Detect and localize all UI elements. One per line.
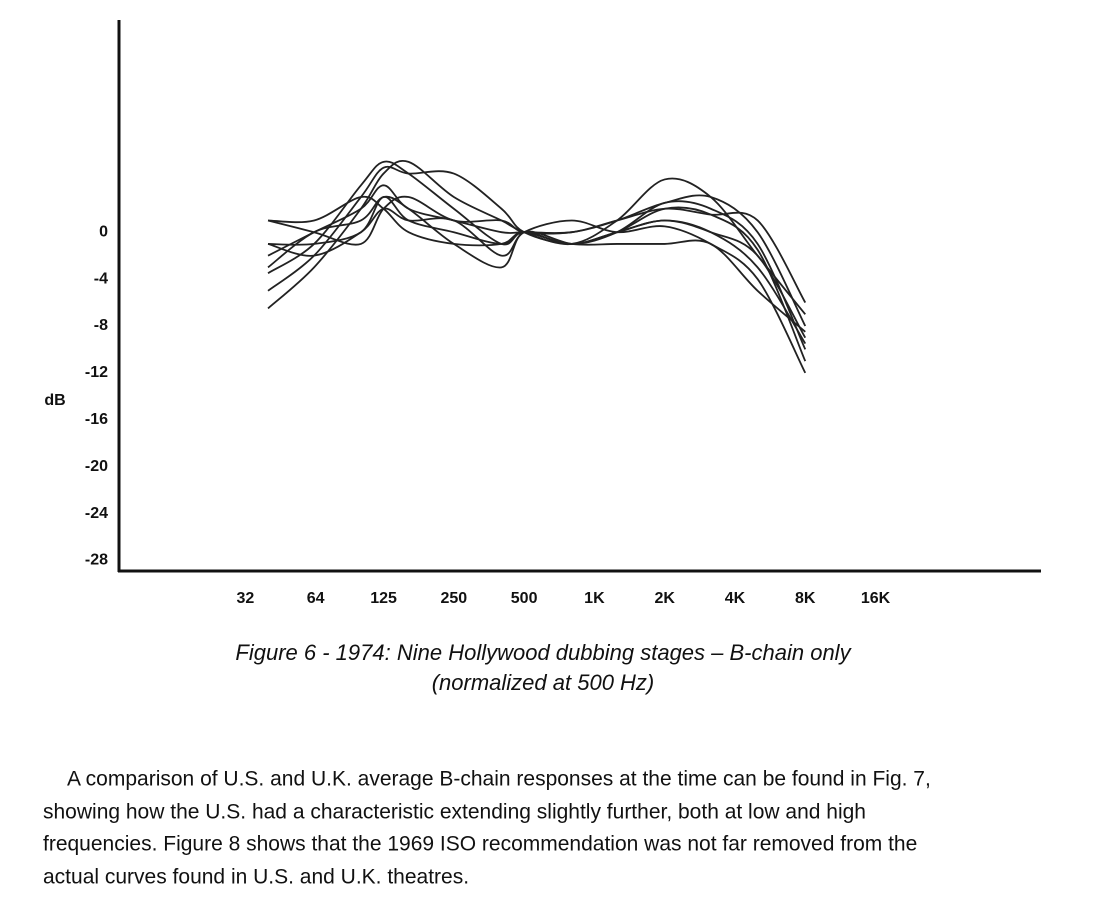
response-curve: [268, 195, 807, 345]
response-curve: [268, 196, 807, 339]
y-axis-label: dB: [44, 392, 65, 409]
x-tick-label: 1K: [584, 590, 605, 607]
x-tick-label: 32: [236, 590, 254, 607]
x-tick-label: 8K: [795, 590, 816, 607]
x-tick-label: 64: [307, 590, 325, 607]
x-tick-label: 4K: [725, 590, 746, 607]
x-tick-label: 2K: [654, 590, 675, 607]
x-tick-label: 250: [440, 590, 467, 607]
body-text: frequencies. Figure 8 shows that the 196…: [43, 833, 917, 856]
response-curve: [267, 165, 807, 362]
caption: (normalized at 500 Hz): [432, 670, 655, 695]
x-tick-label: 16K: [861, 590, 891, 607]
y-tick-label: -24: [85, 505, 108, 522]
y-tick-label: -4: [94, 270, 108, 287]
y-tick-label: -28: [85, 552, 108, 569]
response-curve: [267, 195, 807, 303]
y-tick-label: -16: [85, 411, 108, 428]
caption: Figure 6 - 1974: Nine Hollywood dubbing …: [235, 640, 852, 665]
body-text: A comparison of U.S. and U.K. average B-…: [67, 768, 931, 791]
response-curve: [267, 184, 807, 327]
x-tick-label: 500: [511, 590, 538, 607]
y-tick-label: -20: [85, 458, 108, 475]
response-curve: [267, 195, 806, 333]
body-text: showing how the U.S. had a characteristi…: [43, 801, 866, 824]
y-tick-label: -12: [85, 364, 108, 381]
y-tick-label: 0: [99, 223, 108, 240]
y-tick-label: -8: [94, 317, 108, 334]
x-tick-label: 125: [370, 590, 397, 607]
body-text: actual curves found in U.S. and U.K. the…: [43, 866, 469, 889]
